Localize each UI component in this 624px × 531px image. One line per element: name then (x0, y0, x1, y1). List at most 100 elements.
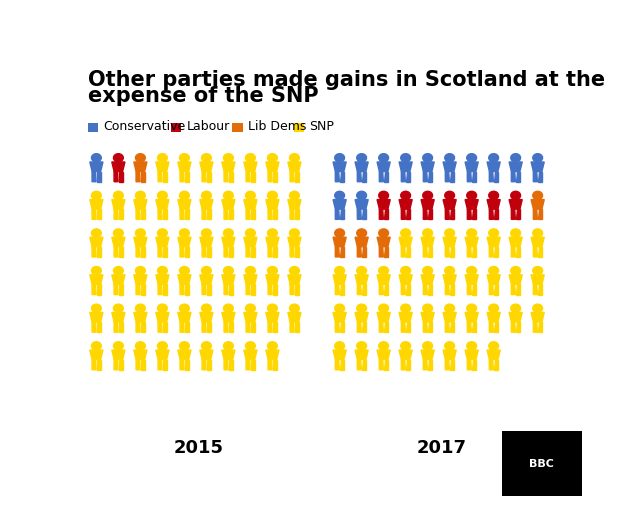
Polygon shape (246, 359, 250, 370)
Circle shape (114, 342, 124, 350)
Polygon shape (290, 247, 294, 257)
Polygon shape (355, 200, 368, 209)
Polygon shape (156, 237, 169, 247)
Polygon shape (423, 247, 427, 257)
Polygon shape (140, 209, 145, 219)
Polygon shape (134, 312, 147, 322)
Text: 2017: 2017 (417, 439, 467, 457)
Polygon shape (443, 312, 456, 322)
Text: BBC: BBC (530, 458, 554, 468)
Polygon shape (92, 247, 96, 257)
Polygon shape (273, 247, 276, 257)
Circle shape (180, 267, 189, 275)
Circle shape (92, 267, 101, 275)
Polygon shape (268, 359, 272, 370)
Circle shape (379, 153, 389, 162)
Polygon shape (295, 285, 299, 295)
Polygon shape (268, 247, 272, 257)
Polygon shape (112, 200, 125, 209)
Polygon shape (185, 209, 188, 219)
Polygon shape (180, 247, 184, 257)
Polygon shape (406, 285, 410, 295)
Polygon shape (244, 275, 257, 285)
Polygon shape (295, 247, 299, 257)
Polygon shape (288, 312, 301, 322)
Polygon shape (251, 285, 255, 295)
Polygon shape (465, 162, 478, 172)
Polygon shape (180, 322, 184, 332)
Polygon shape (494, 209, 498, 219)
Polygon shape (509, 312, 522, 322)
Circle shape (202, 153, 212, 162)
Circle shape (379, 229, 389, 237)
Polygon shape (200, 275, 213, 285)
Circle shape (401, 229, 411, 237)
Circle shape (357, 191, 366, 200)
Polygon shape (202, 209, 206, 219)
Polygon shape (335, 322, 339, 332)
Polygon shape (158, 247, 162, 257)
Polygon shape (290, 172, 294, 182)
Polygon shape (114, 209, 118, 219)
Polygon shape (112, 350, 125, 359)
Polygon shape (377, 237, 390, 247)
Circle shape (357, 342, 366, 350)
Polygon shape (511, 285, 515, 295)
Polygon shape (377, 162, 390, 172)
Circle shape (422, 267, 432, 275)
Polygon shape (112, 275, 125, 285)
Polygon shape (97, 359, 100, 370)
Polygon shape (295, 209, 299, 219)
Polygon shape (509, 162, 522, 172)
Circle shape (511, 191, 520, 200)
Polygon shape (136, 172, 140, 182)
Circle shape (401, 267, 411, 275)
Circle shape (180, 153, 189, 162)
Polygon shape (379, 209, 383, 219)
Polygon shape (224, 172, 228, 182)
Polygon shape (377, 200, 390, 209)
Circle shape (401, 342, 411, 350)
Circle shape (180, 229, 189, 237)
Polygon shape (465, 350, 478, 359)
Polygon shape (428, 322, 432, 332)
Polygon shape (163, 322, 167, 332)
Polygon shape (340, 172, 344, 182)
Circle shape (157, 304, 167, 312)
Polygon shape (489, 322, 494, 332)
Polygon shape (534, 247, 537, 257)
Circle shape (422, 304, 432, 312)
Polygon shape (487, 237, 500, 247)
Circle shape (467, 267, 477, 275)
Polygon shape (136, 359, 140, 370)
Polygon shape (399, 312, 412, 322)
Circle shape (334, 191, 344, 200)
Polygon shape (136, 322, 140, 332)
Polygon shape (228, 172, 233, 182)
Circle shape (268, 342, 277, 350)
Polygon shape (384, 322, 388, 332)
Polygon shape (358, 172, 361, 182)
Polygon shape (90, 162, 103, 172)
Polygon shape (333, 350, 346, 359)
Polygon shape (423, 209, 427, 219)
Circle shape (92, 342, 101, 350)
Polygon shape (156, 200, 169, 209)
Polygon shape (185, 322, 188, 332)
Circle shape (445, 229, 454, 237)
Polygon shape (384, 209, 388, 219)
Circle shape (245, 304, 255, 312)
Polygon shape (467, 285, 471, 295)
Polygon shape (246, 285, 250, 295)
Polygon shape (384, 172, 388, 182)
Polygon shape (207, 172, 211, 182)
Polygon shape (185, 172, 188, 182)
Polygon shape (158, 209, 162, 219)
Polygon shape (362, 285, 366, 295)
Polygon shape (290, 322, 294, 332)
Circle shape (422, 153, 432, 162)
Circle shape (135, 304, 145, 312)
Circle shape (445, 342, 454, 350)
Polygon shape (119, 209, 123, 219)
Polygon shape (489, 359, 494, 370)
